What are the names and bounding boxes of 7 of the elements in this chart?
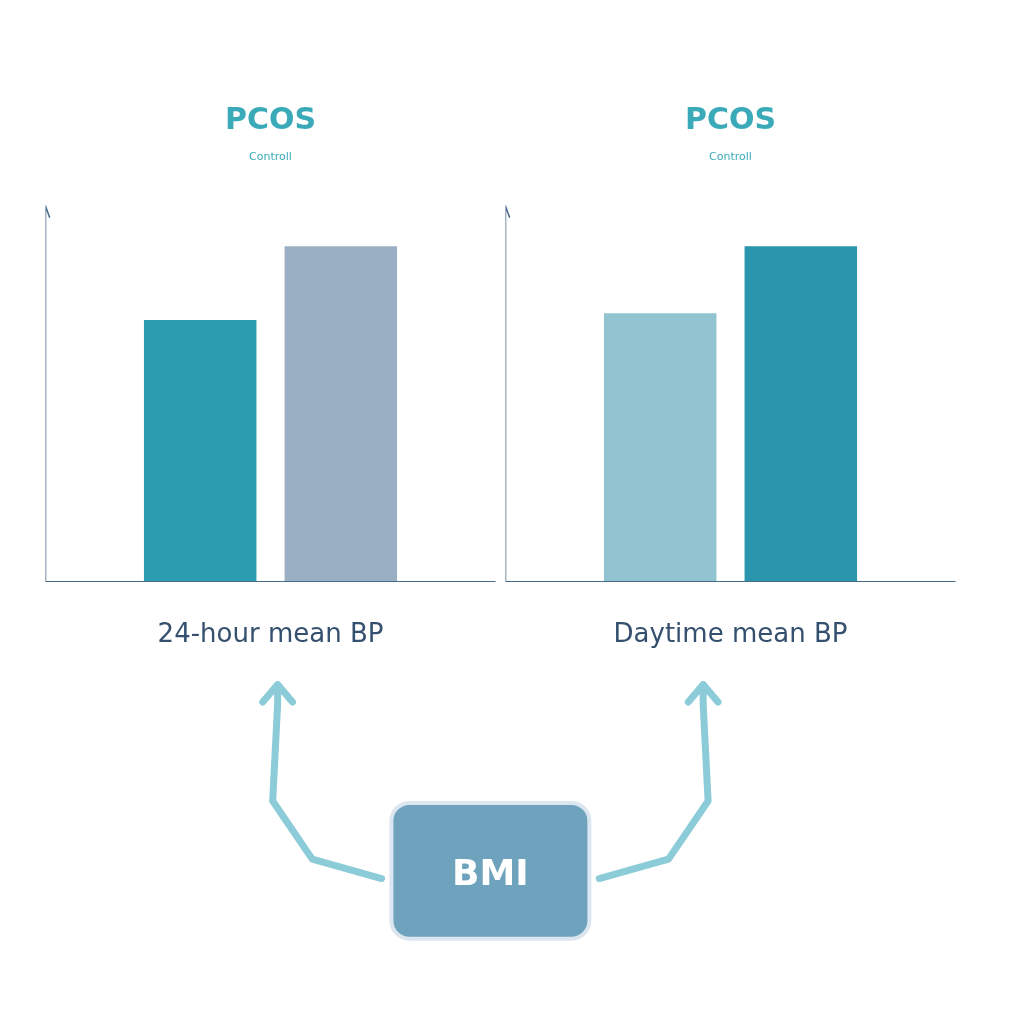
x-axis-title: 24-hour mean BP <box>157 617 384 648</box>
text: Controll <box>709 149 752 163</box>
text: BMI <box>452 852 529 894</box>
x-axis-title: Daytime mean BP <box>613 617 848 648</box>
text: PCOS <box>224 100 317 136</box>
text: Controll <box>249 149 292 163</box>
text: PCOS <box>684 100 777 136</box>
